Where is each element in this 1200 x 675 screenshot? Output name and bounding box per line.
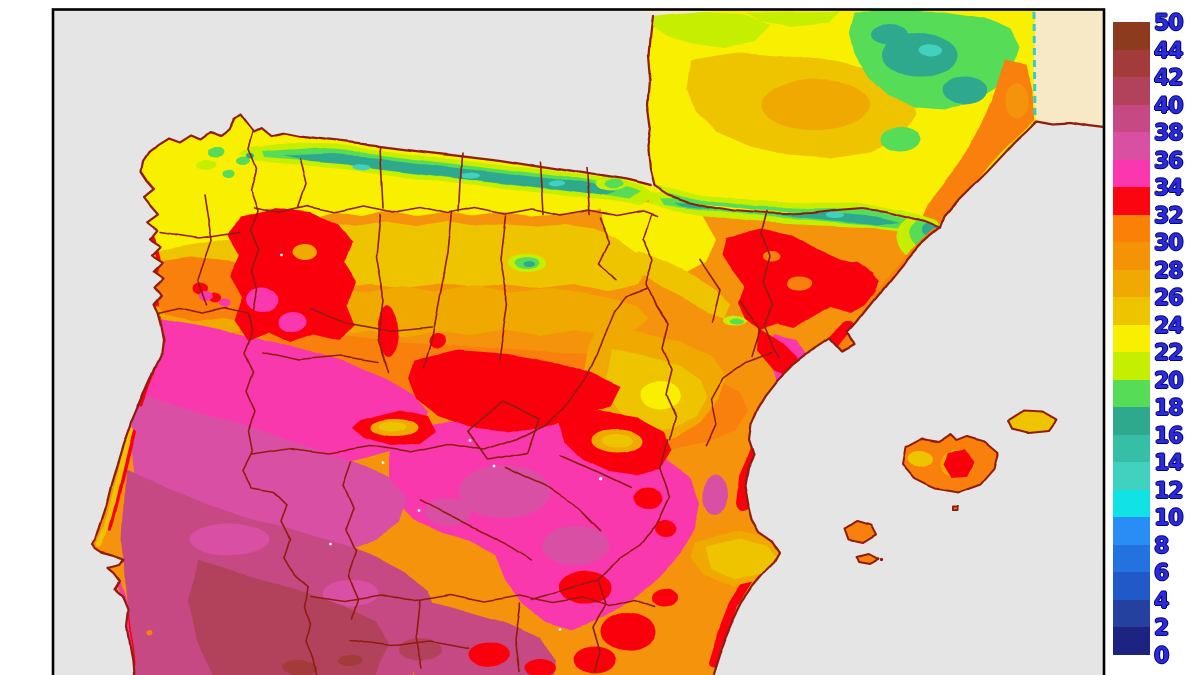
legend-tick-label: 8 xyxy=(1154,533,1169,559)
legend-tick-label: 10 xyxy=(1154,506,1184,532)
legend-color-block xyxy=(1113,324,1150,353)
legend-tick-label: 0 xyxy=(1154,644,1169,669)
color-scale-tick-labels: 50 44 42 40 38 36 34 32 30 28 26 24 22 20 18 16 14 12 10 8 6… xyxy=(1154,0,1200,675)
coastlines xyxy=(90,14,1106,675)
region-borders xyxy=(156,129,780,675)
legend-tick-label: 28 xyxy=(1154,258,1184,284)
legend-color-block xyxy=(1113,379,1150,408)
legend-tick-label: 26 xyxy=(1154,286,1184,312)
legend-tick-label: 16 xyxy=(1154,423,1184,449)
legend-tick-label: 50 xyxy=(1154,11,1184,36)
legend-color-block xyxy=(1113,489,1150,518)
legend-color-block xyxy=(1113,214,1150,243)
legend-tick-label: 6 xyxy=(1154,561,1169,587)
iberia-land xyxy=(92,115,940,675)
legend-color-block xyxy=(1113,49,1150,78)
legend-color-block xyxy=(1113,187,1150,215)
legend-tick-label: 14 xyxy=(1154,451,1184,477)
color-scale-legend xyxy=(1113,22,1150,655)
legend-color-block xyxy=(1113,627,1150,655)
legend-color-block xyxy=(1113,77,1150,105)
city-dots xyxy=(280,253,602,631)
legend-color-block xyxy=(1113,462,1150,490)
legend-color-block xyxy=(1113,407,1150,435)
legend-tick-label: 34 xyxy=(1154,176,1184,202)
legend-color-block xyxy=(1113,269,1150,298)
legend-tick-label: 32 xyxy=(1154,203,1184,229)
legend-tick-label: 36 xyxy=(1154,148,1184,174)
legend-color-block xyxy=(1113,352,1150,380)
legend-tick-label: 38 xyxy=(1154,121,1184,147)
domain-boundary-dashed-line xyxy=(1032,11,1037,121)
legend-color-block xyxy=(1113,22,1150,50)
legend-tick-label: 24 xyxy=(1154,313,1184,339)
cantabrian-cool-band xyxy=(238,142,655,206)
legend-tick-label: 2 xyxy=(1154,616,1169,642)
legend-tick-label: 4 xyxy=(1154,588,1169,614)
legend-tick-label: 30 xyxy=(1154,231,1184,257)
legend-tick-label: 18 xyxy=(1154,396,1184,422)
legend-color-block xyxy=(1113,104,1150,133)
legend-tick-label: 44 xyxy=(1154,38,1184,64)
legend-color-block xyxy=(1113,599,1150,628)
legend-color-block xyxy=(1113,572,1150,600)
map-frame xyxy=(51,8,1106,675)
legend-tick-label: 12 xyxy=(1154,478,1184,504)
legend-color-block xyxy=(1113,159,1150,188)
legend-color-block xyxy=(1113,544,1150,573)
legend-tick-label: 22 xyxy=(1154,341,1184,367)
legend-tick-label: 20 xyxy=(1154,368,1184,394)
legend-tick-label: 42 xyxy=(1154,66,1184,92)
legend-color-block xyxy=(1113,434,1150,463)
balearic-islands xyxy=(844,410,1057,565)
legend-tick-label: 40 xyxy=(1154,93,1184,119)
legend-color-block xyxy=(1113,517,1150,545)
legend-color-block xyxy=(1113,242,1150,270)
legend-color-block xyxy=(1113,132,1150,160)
legend-color-block xyxy=(1113,297,1150,325)
france-land xyxy=(648,10,1036,227)
hot-red-zones xyxy=(108,208,878,675)
